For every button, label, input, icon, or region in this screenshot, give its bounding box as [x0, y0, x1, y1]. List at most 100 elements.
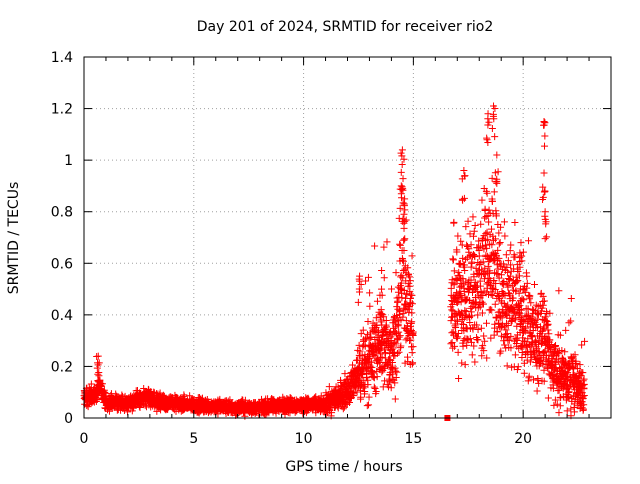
- data-point-spike: [483, 134, 491, 142]
- data-point: [555, 287, 563, 295]
- data-point: [507, 241, 515, 249]
- data-point: [504, 281, 512, 289]
- data-point: [448, 306, 456, 314]
- y-axis-label: SRMTID / TECUs: [6, 182, 22, 295]
- data-point: [478, 352, 486, 360]
- data-point-spike: [397, 168, 405, 176]
- data-point: [373, 297, 381, 305]
- data-point: [545, 330, 553, 338]
- data-point-spike-peak: [541, 208, 549, 216]
- data-point: [578, 341, 586, 349]
- data-point: [365, 401, 373, 409]
- data-point: [408, 349, 416, 357]
- data-point: [577, 372, 585, 380]
- data-point: [409, 359, 417, 367]
- data-point: [457, 237, 465, 245]
- data-point: [533, 320, 541, 328]
- data-point: [482, 241, 490, 249]
- data-point: [447, 284, 455, 292]
- data-point: [459, 254, 467, 262]
- data-point: [399, 256, 407, 264]
- data-point: [495, 240, 503, 248]
- data-point: [515, 302, 523, 310]
- data-point-spike: [542, 220, 550, 228]
- data-point: [407, 336, 415, 344]
- data-point: [490, 236, 498, 244]
- data-point-spike: [400, 224, 408, 232]
- data-point: [455, 268, 463, 276]
- data-point: [494, 246, 502, 254]
- data-point: [449, 256, 457, 264]
- data-point: [514, 363, 522, 371]
- data-point: [403, 322, 411, 330]
- data-point: [554, 357, 562, 365]
- data-point: [462, 255, 470, 263]
- x-tick-label: 5: [189, 431, 198, 447]
- data-point: [461, 361, 469, 369]
- data-point: [565, 319, 573, 327]
- data-layer: [80, 102, 589, 421]
- data-point: [403, 290, 411, 298]
- data-point-spike: [541, 119, 549, 127]
- data-point: [497, 223, 505, 231]
- data-point: [487, 225, 495, 233]
- data-point: [461, 307, 469, 315]
- data-point: [465, 245, 473, 253]
- data-point: [475, 237, 483, 245]
- data-point: [394, 321, 402, 329]
- data-point: [561, 348, 569, 356]
- data-point: [540, 366, 548, 374]
- data-point: [474, 325, 482, 333]
- plot-frame: [83, 56, 612, 419]
- data-point: [496, 312, 504, 320]
- data-point: [373, 373, 381, 381]
- data-point: [448, 339, 456, 347]
- data-point: [467, 276, 475, 284]
- data-point: [488, 241, 496, 249]
- data-point: [534, 376, 542, 384]
- data-point: [471, 278, 479, 286]
- data-point: [507, 344, 515, 352]
- data-point: [487, 334, 495, 342]
- data-point: [482, 230, 490, 238]
- data-point-spike: [354, 298, 362, 306]
- data-point: [483, 319, 491, 327]
- data-point: [567, 295, 575, 303]
- data-point: [507, 332, 515, 340]
- data-point: [453, 334, 461, 342]
- data-point: [409, 343, 417, 351]
- data-point: [549, 384, 557, 392]
- y-tick-label: 1: [64, 153, 73, 169]
- data-point: [467, 304, 475, 312]
- data-point: [84, 403, 92, 411]
- data-point: [484, 262, 492, 270]
- data-point-spike: [399, 175, 407, 183]
- data-point: [447, 340, 455, 348]
- data-point-spike: [399, 186, 407, 194]
- data-point: [378, 368, 386, 376]
- data-point: [574, 364, 582, 372]
- data-point: [524, 377, 532, 385]
- data-point-spike: [488, 124, 496, 132]
- data-point-spike: [491, 169, 499, 177]
- data-point: [505, 289, 513, 297]
- data-point: [479, 300, 487, 308]
- data-point: [506, 272, 514, 280]
- data-point: [493, 270, 501, 278]
- data-point-spike: [400, 202, 408, 210]
- data-point: [408, 252, 416, 260]
- data-point: [380, 274, 388, 282]
- grid-layer: [84, 57, 611, 418]
- data-point: [539, 292, 547, 300]
- data-point: [473, 321, 481, 329]
- data-point: [509, 294, 517, 302]
- data-point: [546, 336, 554, 344]
- y-tick-label: 1.2: [51, 102, 73, 118]
- data-point: [518, 295, 526, 303]
- data-point: [366, 289, 374, 297]
- data-point: [87, 380, 95, 388]
- data-point-spike: [539, 183, 547, 191]
- data-point: [353, 388, 361, 396]
- data-point: [569, 363, 577, 371]
- data-point: [471, 253, 479, 261]
